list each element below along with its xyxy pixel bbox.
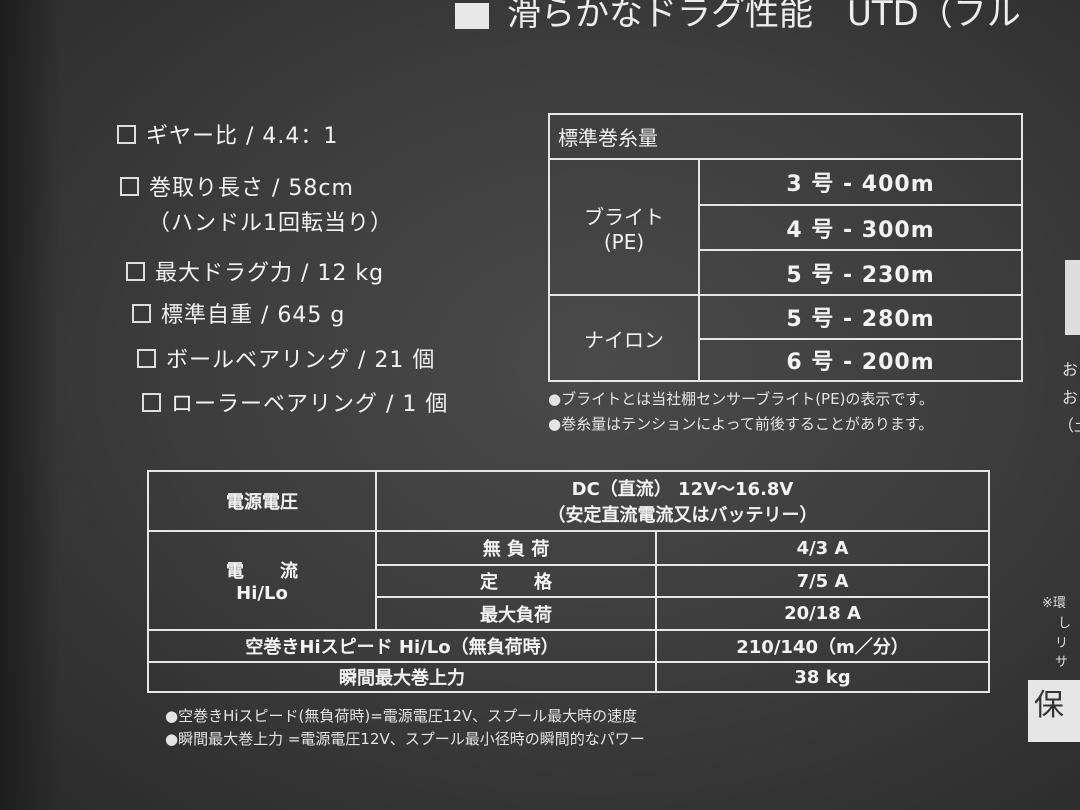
power-note: ●空巻きHiスピード(無負荷時)=電源電圧12V、スプール最大時の速度 <box>165 707 638 725</box>
right-fragment: ※環 <box>1042 596 1066 611</box>
feature-heading: 滑らかなドラグ性能 UTD（フル <box>455 0 1021 35</box>
current-row-label: 最大負荷 <box>375 596 657 631</box>
capacity-row: 5 号 - 280m <box>698 294 1023 340</box>
right-fragment: （土 <box>1058 416 1080 435</box>
spec-gear-ratio: ギヤー比 / 4.4：1 <box>117 118 338 150</box>
checkbox-icon <box>126 262 145 281</box>
spec-text: 巻取り長さ / 58cm <box>149 176 354 201</box>
current-label: 電 流 Hi/Lo <box>147 530 377 631</box>
right-label-box: 保 <box>1028 680 1080 742</box>
current-row-value: 20/18 A <box>655 596 990 631</box>
heading-text-2: UTD（フル <box>847 0 1021 34</box>
spec-max-drag: 最大ドラグ力 / 12 kg <box>126 255 384 287</box>
box-shadow-edge <box>0 0 60 810</box>
voltage-sub: （安定直流電流又はバッテリー） <box>547 505 818 526</box>
checkbox-icon <box>120 177 139 196</box>
current-row-label: 定 格 <box>375 564 657 598</box>
line-capacity-table: 標準巻糸量 ブライト (PE) 3 号 - 400m 4 号 - 300m 5 号 … <box>548 113 1023 382</box>
spec-text: ギヤー比 / 4.4：1 <box>146 124 339 149</box>
current-sub: Hi/Lo <box>236 583 288 604</box>
spec-text: ローラーベアリング / 1 個 <box>171 392 449 417</box>
spec-text: 最大ドラグ力 / 12 kg <box>155 261 385 286</box>
checkbox-icon <box>132 304 151 323</box>
power-note: ●瞬間最大巻上力 =電源電圧12V、スプール最小径時の瞬間的なパワー <box>165 730 645 748</box>
line-note: ●巻糸量はテンションによって前後することがあります。 <box>548 415 934 433</box>
spec-text: 標準自重 / 645 g <box>161 303 346 328</box>
voltage-label: 電源電圧 <box>147 470 377 532</box>
capacity-row: 3 号 - 400m <box>698 158 1023 206</box>
heading-text: 滑らかなドラグ性能 <box>507 0 813 34</box>
braid-name: ブライト <box>584 204 664 229</box>
line-capacity-title: 標準巻糸量 <box>548 113 1023 160</box>
braid-sub: (PE) <box>603 229 645 254</box>
spec-text: （ハンドル1回転当り） <box>148 211 393 236</box>
right-white-block <box>1065 260 1080 335</box>
right-fragment: し <box>1058 616 1072 631</box>
nylon-label: ナイロン <box>548 294 700 382</box>
spec-retrieve: 巻取り長さ / 58cm <box>120 170 354 202</box>
voltage-main: DC（直流） 12V〜16.8V <box>571 479 794 500</box>
checkbox-icon <box>142 393 161 412</box>
spec-weight: 標準自重 / 645 g <box>132 297 345 329</box>
force-label: 瞬間最大巻上力 <box>147 661 657 693</box>
checkbox-icon <box>137 349 156 368</box>
spec-retrieve-note: （ハンドル1回転当り） <box>148 205 393 237</box>
capacity-row: 5 号 - 230m <box>698 249 1023 296</box>
right-fragment: お <box>1062 388 1079 407</box>
current-row-value: 4/3 A <box>655 530 990 566</box>
braid-label: ブライト (PE) <box>548 158 700 296</box>
current-name: 電 流 <box>226 561 298 582</box>
speed-value: 210/140（m／分） <box>655 629 990 663</box>
spec-text: ボールベアリング / 21 個 <box>166 348 436 373</box>
capacity-row: 4 号 - 300m <box>698 204 1023 251</box>
voltage-value: DC（直流） 12V〜16.8V （安定直流電流又はバッテリー） <box>375 470 990 532</box>
checkbox-icon <box>117 125 136 144</box>
square-bullet-icon <box>455 2 489 29</box>
spec-ball-bearing: ボールベアリング / 21 個 <box>137 342 435 374</box>
force-value: 38 kg <box>655 661 990 693</box>
line-note: ●ブライトとは当社棚センサーブライト(PE)の表示です。 <box>548 390 934 408</box>
current-row-label: 無 負 荷 <box>375 530 657 566</box>
right-fragment: お <box>1062 360 1079 379</box>
right-fragment: リサ <box>1055 636 1069 670</box>
speed-label: 空巻きHiスピード Hi/Lo（無負荷時） <box>147 629 657 663</box>
current-row-value: 7/5 A <box>655 564 990 598</box>
spec-roller-bearing: ローラーベアリング / 1 個 <box>142 386 448 418</box>
capacity-row: 6 号 - 200m <box>698 338 1023 382</box>
